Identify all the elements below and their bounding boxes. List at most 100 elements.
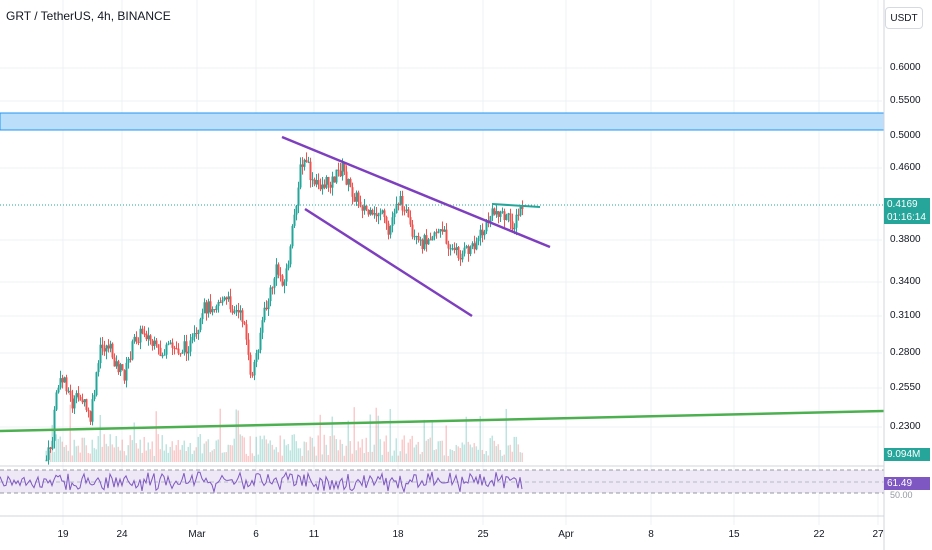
flag-trendline[interactable] [491, 203, 541, 208]
volume-bar [89, 453, 91, 462]
candle-body [255, 352, 258, 362]
candle-body [345, 171, 348, 185]
volume-bar [473, 443, 475, 462]
candle-body [387, 223, 390, 235]
price-axis-label: 0.2300 [890, 421, 921, 432]
volume-bar [221, 452, 223, 462]
volume-bar [411, 435, 413, 462]
volume-bar [331, 416, 333, 462]
volume-bar [463, 444, 465, 462]
candle-body [67, 390, 70, 392]
candle-body [329, 184, 332, 188]
candle-body [511, 221, 514, 230]
volume-bar [259, 435, 261, 462]
candle-body [467, 246, 470, 254]
candle-body [413, 236, 416, 238]
candle-body [89, 411, 92, 422]
volume-bar [99, 415, 101, 462]
candle-body [139, 328, 142, 343]
volume-bar [75, 446, 77, 462]
candle-body [515, 214, 518, 228]
candle-body [51, 440, 54, 449]
candle-body [197, 329, 200, 334]
volume-bar [447, 455, 449, 462]
candle-body [81, 400, 84, 403]
volume-bar [133, 422, 135, 462]
candle-body [339, 170, 342, 177]
candle-body [495, 211, 498, 215]
volume-bar [291, 434, 293, 462]
volume-bar [277, 452, 279, 462]
candle-body [261, 320, 264, 333]
candle-body [49, 447, 52, 449]
wedge-lower-trendline[interactable] [304, 207, 473, 318]
volume-bar [169, 446, 171, 462]
volume-bar [63, 446, 65, 462]
candle-body [355, 192, 358, 202]
candle-body [419, 239, 422, 241]
volume-bar [147, 442, 149, 462]
volume-bar [197, 436, 199, 462]
volume-bar [127, 445, 129, 462]
candle-body [163, 354, 166, 356]
candle-body [509, 213, 512, 222]
volume-bar [179, 449, 181, 462]
candle-body [519, 206, 522, 216]
candle-body [243, 322, 246, 325]
candle-body [501, 211, 504, 213]
candle-body [137, 342, 140, 344]
candle-body [297, 187, 300, 206]
volume-bar [337, 450, 339, 462]
volume-bar [341, 443, 343, 462]
candle-body [93, 395, 96, 400]
price-axis-label: 0.4600 [890, 162, 921, 173]
support-trendline[interactable] [0, 409, 885, 433]
volume-bar [437, 441, 439, 462]
time-axis-label: 25 [477, 529, 489, 540]
candle-body [353, 196, 356, 202]
candle-body [381, 210, 384, 213]
volume-bar [153, 455, 155, 462]
volume-bar [101, 446, 103, 462]
volume-bar [219, 408, 221, 462]
candle-body [73, 398, 76, 409]
volume-bar [297, 448, 299, 462]
candle-body [267, 301, 270, 310]
volume-bar [309, 436, 311, 462]
candle-body [513, 227, 516, 230]
currency-button[interactable]: USDT [885, 7, 923, 29]
volume-bar [495, 446, 497, 462]
volume-bar [455, 444, 457, 462]
candle-body [179, 353, 182, 355]
candle-body [455, 247, 458, 251]
candle-body [173, 347, 176, 349]
candle-body [499, 211, 502, 217]
candle-body [337, 169, 340, 171]
candle-body [389, 226, 392, 235]
wedge-upper-trendline[interactable] [281, 135, 551, 249]
candle-body [71, 395, 74, 409]
volume-bar [141, 452, 143, 462]
volume-bar [53, 451, 55, 462]
volume-bar [345, 445, 347, 462]
candle-body [171, 342, 174, 348]
volume-bar [429, 437, 431, 462]
time-axis-label: 24 [116, 529, 128, 540]
volume-bar [211, 450, 213, 462]
volume-bar [91, 439, 93, 462]
volume-bar [327, 454, 329, 462]
candle-body [377, 214, 380, 217]
time-axis-label: 19 [57, 529, 69, 540]
volume-bar [287, 444, 289, 462]
candle-body [287, 264, 290, 269]
candle-body [399, 196, 402, 205]
candle-body [369, 209, 372, 215]
volume-bar [403, 435, 405, 462]
candle-body [87, 409, 90, 412]
symbol-title[interactable]: GRT / TetherUS, 4h, BINANCE [6, 9, 171, 23]
candle-body [357, 192, 360, 202]
resistance-zone[interactable] [0, 112, 885, 131]
candle-body [273, 278, 276, 288]
volume-bar [263, 435, 265, 462]
